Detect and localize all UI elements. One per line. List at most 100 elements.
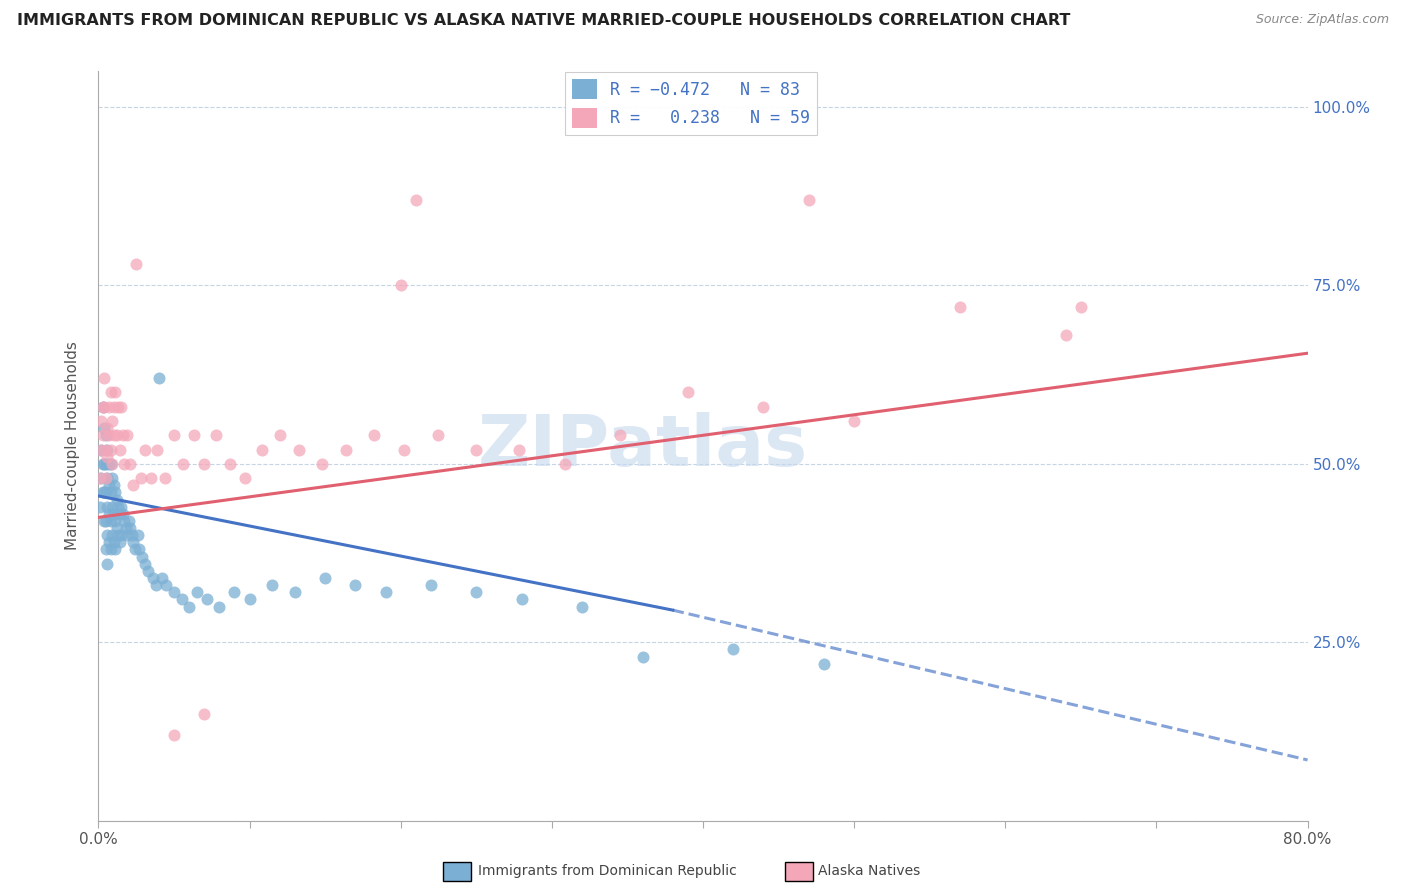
Point (208, 599, 231, 614)
Point (120, 457, 142, 471)
Point (98, 428, 121, 442)
Point (110, 528, 132, 542)
Point (91, 457, 114, 471)
Point (110, 400, 132, 414)
Point (148, 371, 170, 385)
Point (93, 514, 115, 528)
Point (269, 428, 291, 442)
Point (98, 535, 121, 549)
Point (170, 592, 193, 607)
Point (110, 500, 132, 514)
Point (91, 400, 114, 414)
Point (93, 485, 115, 500)
Point (127, 528, 149, 542)
Point (104, 514, 127, 528)
Point (96, 500, 118, 514)
Point (91, 400, 114, 414)
Point (193, 706, 215, 721)
Point (118, 514, 141, 528)
Point (179, 599, 201, 614)
Point (91, 428, 114, 442)
Point (90, 442, 112, 457)
Point (91, 485, 114, 500)
Point (111, 428, 134, 442)
Point (90, 414, 112, 428)
Point (98, 478, 121, 492)
Point (90, 471, 112, 485)
Point (111, 507, 134, 521)
Point (104, 542, 127, 557)
Point (752, 400, 775, 414)
Point (103, 535, 125, 549)
Point (465, 442, 488, 457)
Point (145, 578, 167, 592)
Point (124, 542, 146, 557)
Point (96, 528, 118, 542)
Point (813, 657, 835, 671)
Point (554, 457, 576, 471)
Point (344, 578, 367, 592)
Point (155, 578, 177, 592)
Point (108, 535, 131, 549)
Point (136, 564, 159, 578)
Point (112, 457, 135, 471)
Point (1054, 328, 1077, 343)
Point (94, 471, 117, 485)
Point (94, 442, 117, 457)
Point (96, 442, 118, 457)
Point (89, 471, 111, 485)
Point (142, 571, 165, 585)
Point (103, 507, 125, 521)
Point (122, 478, 145, 492)
Point (314, 571, 336, 585)
Point (186, 585, 208, 599)
Point (108, 442, 131, 457)
Point (183, 428, 205, 442)
Point (163, 428, 186, 442)
Point (510, 592, 533, 607)
Point (105, 428, 128, 442)
Point (163, 728, 186, 742)
Point (146, 442, 169, 457)
Point (112, 514, 135, 528)
Text: Immigrants from Dominican Republic: Immigrants from Dominican Republic (478, 864, 737, 879)
Point (94, 542, 117, 557)
Point (94, 485, 117, 500)
Point (262, 578, 284, 592)
Point (100, 514, 122, 528)
Point (114, 521, 136, 535)
Text: IMMIGRANTS FROM DOMINICAN REPUBLIC VS ALASKA NATIVE MARRIED-COUPLE HOUSEHOLDS CO: IMMIGRANTS FROM DOMINICAN REPUBLIC VS AL… (17, 13, 1070, 29)
Point (121, 528, 143, 542)
Point (141, 471, 163, 485)
Point (93, 400, 115, 414)
Point (107, 528, 129, 542)
Point (389, 278, 412, 293)
Point (120, 521, 142, 535)
Point (105, 521, 128, 535)
Point (94, 428, 117, 442)
Point (250, 442, 273, 457)
Point (98, 507, 121, 521)
Point (101, 500, 124, 514)
Point (94, 457, 117, 471)
Point (676, 385, 699, 400)
Text: Alaska Natives: Alaska Natives (818, 864, 921, 879)
Point (163, 585, 186, 599)
Point (131, 549, 153, 564)
Point (107, 500, 129, 514)
Point (125, 257, 148, 271)
Point (115, 428, 138, 442)
Point (104, 385, 127, 400)
Point (374, 585, 396, 599)
Point (427, 428, 450, 442)
Point (335, 442, 357, 457)
Point (239, 592, 262, 607)
Point (93, 457, 115, 471)
Point (571, 599, 593, 614)
Point (93, 371, 115, 385)
Point (288, 442, 311, 457)
Point (205, 428, 228, 442)
Point (405, 193, 427, 207)
Point (128, 542, 150, 557)
Point (134, 442, 156, 457)
